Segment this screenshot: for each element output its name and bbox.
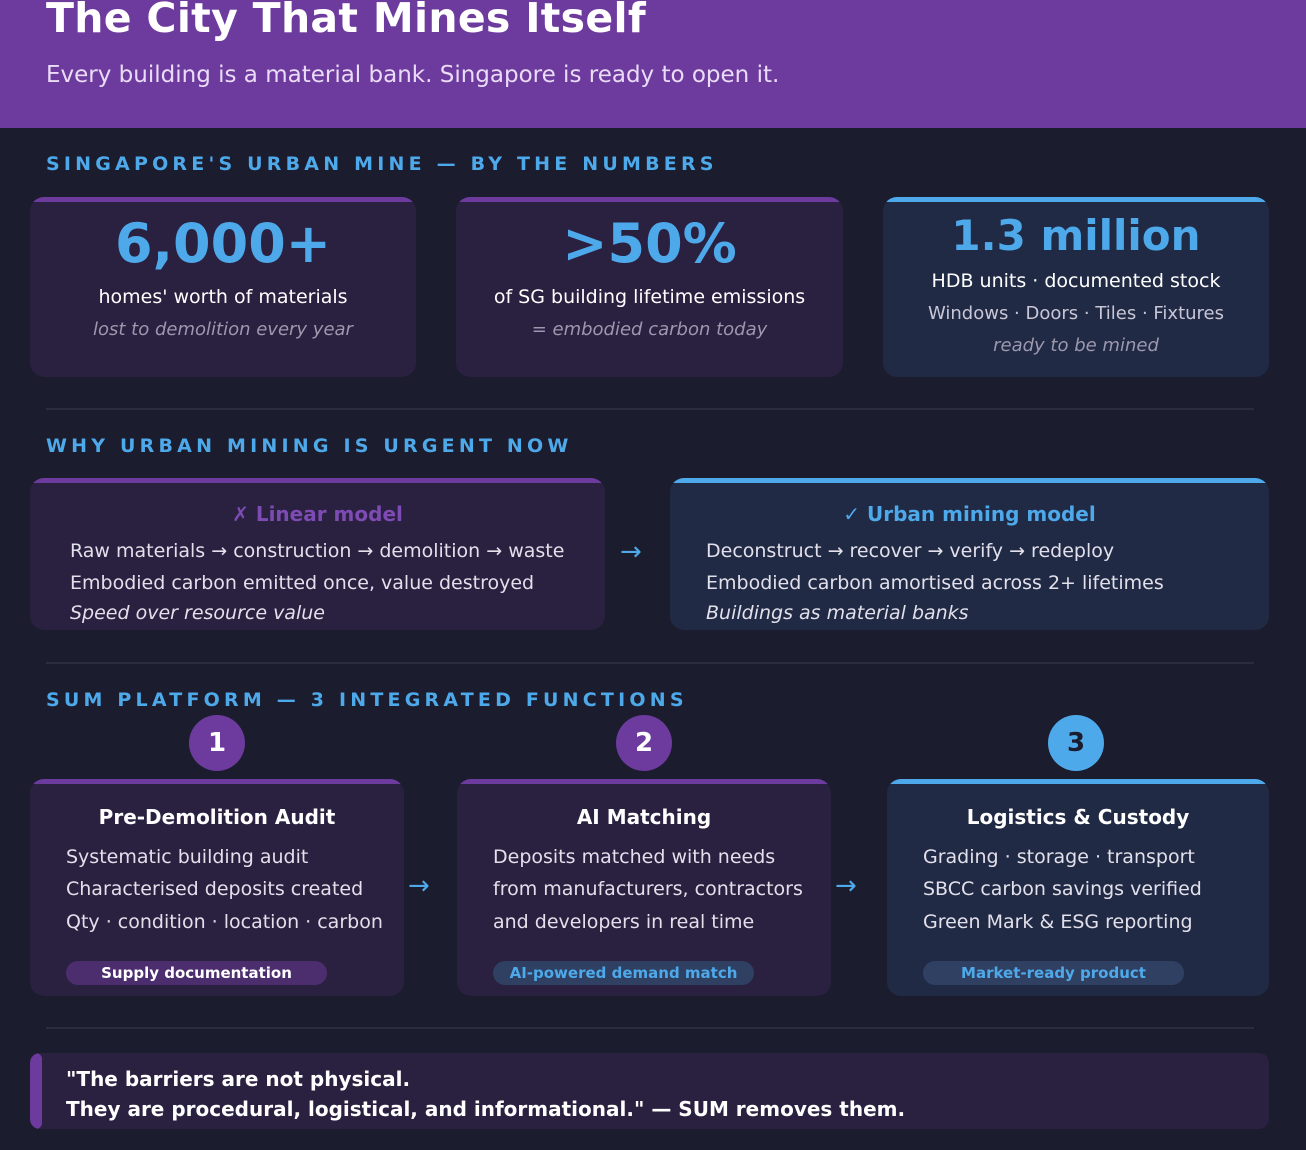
stat-value: 1.3 million	[951, 211, 1201, 260]
stat-label: of SG building lifetime emissions	[493, 286, 806, 308]
urban-mining-model-card: ✓ Urban mining model Deconstruct → recov…	[670, 478, 1269, 630]
stat-label: homes' worth of materials	[98, 286, 348, 308]
step-line: Deposits matched with needs	[493, 846, 776, 868]
step-line: Qty · condition · location · carbon	[66, 911, 383, 933]
urban-flow-line: Deconstruct → recover → verify → redeplo…	[706, 540, 1115, 562]
card-accent-bar	[883, 197, 1269, 202]
step-tag: Supply documentation	[66, 961, 327, 985]
page-title: The City That Mines Itself	[46, 0, 646, 42]
linear-model-title: ✗ Linear model	[232, 502, 403, 526]
stat-note: ready to be mined	[993, 335, 1159, 356]
linear-note: Speed over resource value	[70, 602, 325, 624]
section-heading-numbers: SINGAPORE'S URBAN MINE — BY THE NUMBERS	[46, 153, 718, 175]
section-heading-platform: SUM PLATFORM — 3 INTEGRATED FUNCTIONS	[46, 689, 688, 711]
step-number-badge: 3	[1048, 715, 1104, 771]
urban-note: Buildings as material banks	[706, 602, 969, 624]
step-tag: AI-powered demand match	[493, 961, 754, 985]
linear-carbon-line: Embodied carbon emitted once, value dest…	[70, 572, 535, 594]
card-accent-bar	[456, 197, 843, 202]
card-accent-bar	[30, 197, 416, 202]
stat-detail: Windows · Doors · Tiles · Fixtures	[927, 303, 1225, 324]
arrow-right-icon: →	[835, 871, 857, 901]
card-accent-bar	[30, 478, 605, 483]
page-subtitle: Every building is a material bank. Singa…	[46, 62, 780, 88]
urban-model-title: ✓ Urban mining model	[843, 502, 1096, 526]
stat-card-emissions: >50% of SG building lifetime emissions =…	[456, 197, 843, 377]
step-card-logistics: Logistics & Custody Grading · storage · …	[887, 779, 1269, 996]
step-tag: Market-ready product	[923, 961, 1184, 985]
header-banner: The City That Mines Itself Every buildin…	[0, 0, 1306, 128]
step-line: Characterised deposits created	[66, 878, 364, 900]
step-title: Logistics & Custody	[966, 805, 1190, 829]
step-number-badge: 1	[189, 715, 245, 771]
quote-line-1: "The barriers are not physical.	[66, 1067, 411, 1091]
stat-note: lost to demolition every year	[93, 319, 353, 340]
stat-label: HDB units · documented stock	[931, 270, 1221, 292]
step-line: and developers in real time	[493, 911, 755, 933]
closing-quote: "The barriers are not physical. They are…	[30, 1053, 1269, 1129]
step-title: Pre-Demolition Audit	[98, 805, 336, 829]
card-accent-bar	[670, 478, 1269, 483]
quote-line-2: They are procedural, logistical, and inf…	[66, 1097, 906, 1121]
section-divider	[46, 662, 1254, 664]
step-line: Grading · storage · transport	[923, 846, 1195, 868]
arrow-right-icon: →	[620, 537, 642, 567]
step-line: SBCC carbon savings verified	[923, 878, 1202, 900]
urban-carbon-line: Embodied carbon amortised across 2+ life…	[706, 572, 1164, 594]
card-accent-bar	[457, 779, 831, 784]
stat-note: = embodied carbon today	[531, 319, 768, 340]
card-accent-bar	[30, 779, 404, 784]
step-number-badge: 2	[616, 715, 672, 771]
section-divider	[46, 408, 1254, 410]
step-line: from manufacturers, contractors	[493, 878, 803, 900]
stat-card-homes: 6,000+ homes' worth of materials lost to…	[30, 197, 416, 377]
section-divider	[46, 1027, 1254, 1029]
linear-model-card: ✗ Linear model Raw materials → construct…	[30, 478, 605, 630]
stat-card-hdb-units: 1.3 million HDB units · documented stock…	[883, 197, 1269, 377]
quote-accent-bar	[30, 1053, 42, 1129]
stat-value: >50%	[562, 212, 737, 275]
step-card-ai-matching: AI Matching Deposits matched with needs …	[457, 779, 831, 996]
step-card-audit: Pre-Demolition Audit Systematic building…	[30, 779, 404, 996]
stat-value: 6,000+	[114, 212, 332, 275]
step-title: AI Matching	[576, 805, 712, 829]
section-heading-urgent: WHY URBAN MINING IS URGENT NOW	[46, 435, 573, 457]
card-accent-bar	[887, 779, 1269, 784]
linear-flow-line: Raw materials → construction → demolitio…	[70, 540, 565, 562]
arrow-right-icon: →	[408, 871, 430, 901]
step-line: Green Mark & ESG reporting	[923, 911, 1193, 933]
step-line: Systematic building audit	[66, 846, 309, 868]
